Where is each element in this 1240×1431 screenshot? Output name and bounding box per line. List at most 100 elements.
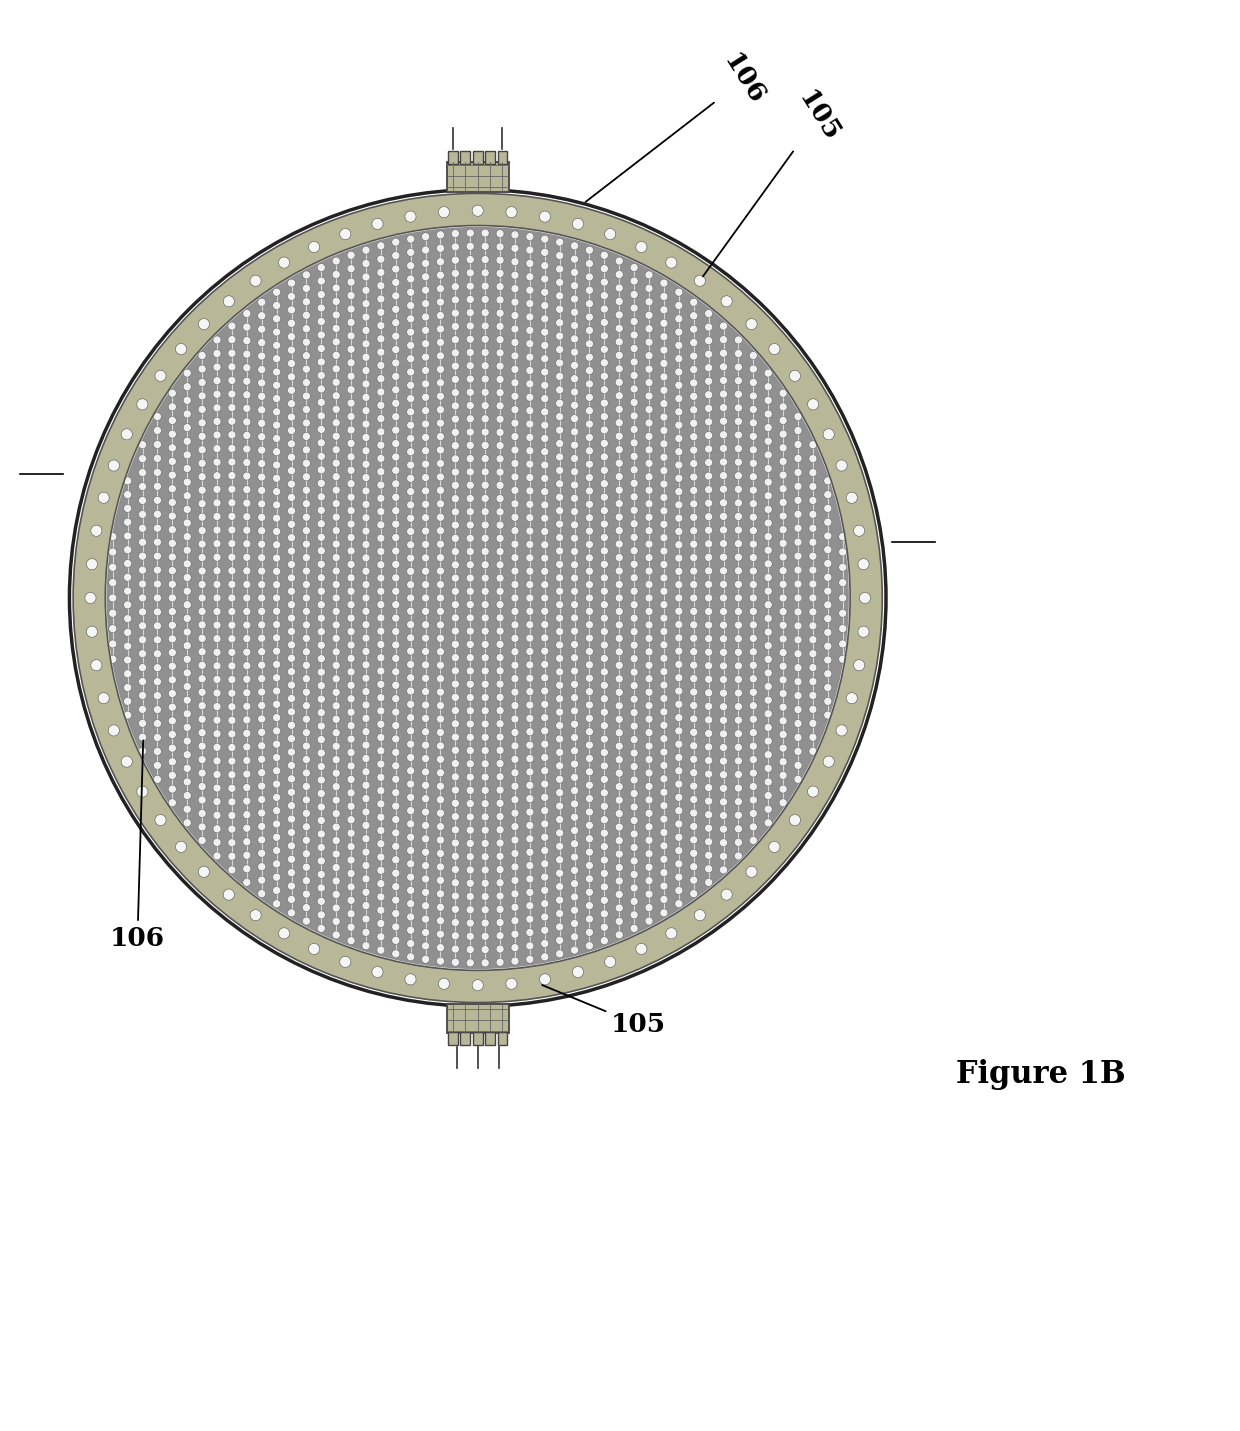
Circle shape <box>719 418 728 425</box>
Circle shape <box>511 285 518 292</box>
Circle shape <box>630 708 639 717</box>
Circle shape <box>451 694 459 701</box>
Circle shape <box>154 455 161 462</box>
Circle shape <box>243 879 250 886</box>
Circle shape <box>362 527 370 535</box>
Circle shape <box>377 614 384 622</box>
Circle shape <box>556 238 564 246</box>
Circle shape <box>347 399 355 406</box>
Circle shape <box>585 286 594 295</box>
Circle shape <box>675 355 683 362</box>
Circle shape <box>407 807 414 814</box>
Circle shape <box>288 319 295 328</box>
Circle shape <box>734 391 743 398</box>
Circle shape <box>392 708 399 716</box>
Circle shape <box>689 474 698 481</box>
Circle shape <box>481 428 489 436</box>
Circle shape <box>704 336 713 345</box>
Circle shape <box>600 467 609 474</box>
Circle shape <box>347 547 355 555</box>
Circle shape <box>228 567 236 575</box>
Circle shape <box>392 252 399 259</box>
Circle shape <box>794 482 802 491</box>
Circle shape <box>108 459 119 471</box>
Circle shape <box>213 621 221 630</box>
Circle shape <box>466 813 474 821</box>
Circle shape <box>377 362 384 369</box>
Circle shape <box>288 654 295 663</box>
Circle shape <box>600 345 609 353</box>
Circle shape <box>645 903 653 912</box>
Circle shape <box>377 308 384 316</box>
Circle shape <box>630 574 639 581</box>
Circle shape <box>630 614 639 622</box>
Circle shape <box>600 426 609 434</box>
Circle shape <box>436 298 444 306</box>
Circle shape <box>392 319 399 326</box>
Circle shape <box>124 601 131 608</box>
Circle shape <box>451 375 459 384</box>
Circle shape <box>258 607 265 615</box>
Circle shape <box>273 408 280 416</box>
Circle shape <box>496 269 503 278</box>
Circle shape <box>169 444 176 452</box>
Circle shape <box>362 874 370 883</box>
Circle shape <box>273 700 280 708</box>
Circle shape <box>794 664 802 671</box>
Circle shape <box>600 479 609 488</box>
Circle shape <box>317 561 325 568</box>
Circle shape <box>288 721 295 730</box>
Circle shape <box>258 487 265 495</box>
Circle shape <box>630 912 639 919</box>
Circle shape <box>570 853 579 861</box>
Circle shape <box>615 608 624 615</box>
Circle shape <box>213 594 221 602</box>
Circle shape <box>392 561 399 568</box>
Circle shape <box>213 743 221 751</box>
Circle shape <box>303 768 310 777</box>
Circle shape <box>675 541 683 548</box>
Circle shape <box>184 560 191 568</box>
Circle shape <box>436 823 444 830</box>
Circle shape <box>719 458 728 467</box>
Circle shape <box>511 756 518 763</box>
Circle shape <box>556 856 564 864</box>
Circle shape <box>303 567 310 575</box>
Circle shape <box>184 601 191 608</box>
Circle shape <box>139 468 146 477</box>
Circle shape <box>556 426 564 434</box>
Circle shape <box>213 635 221 643</box>
Circle shape <box>630 331 639 339</box>
Circle shape <box>541 302 549 309</box>
Circle shape <box>451 919 459 926</box>
Circle shape <box>719 744 728 751</box>
Circle shape <box>377 587 384 595</box>
Circle shape <box>273 554 280 562</box>
Circle shape <box>109 548 117 557</box>
Circle shape <box>124 655 131 664</box>
Circle shape <box>481 322 489 331</box>
Circle shape <box>377 508 384 515</box>
Circle shape <box>273 727 280 736</box>
Circle shape <box>630 897 639 906</box>
Circle shape <box>585 567 594 575</box>
Circle shape <box>675 793 683 801</box>
Circle shape <box>704 757 713 764</box>
Circle shape <box>347 507 355 515</box>
Circle shape <box>600 856 609 864</box>
Circle shape <box>570 840 579 847</box>
Circle shape <box>556 412 564 421</box>
Circle shape <box>362 688 370 695</box>
Circle shape <box>541 275 549 283</box>
Circle shape <box>600 587 609 595</box>
Circle shape <box>808 678 817 685</box>
Circle shape <box>466 282 474 290</box>
Circle shape <box>362 861 370 870</box>
Circle shape <box>734 635 743 643</box>
Circle shape <box>689 379 698 386</box>
Circle shape <box>273 355 280 362</box>
Circle shape <box>481 853 489 860</box>
Circle shape <box>556 896 564 904</box>
Circle shape <box>600 748 609 757</box>
Circle shape <box>392 292 399 301</box>
